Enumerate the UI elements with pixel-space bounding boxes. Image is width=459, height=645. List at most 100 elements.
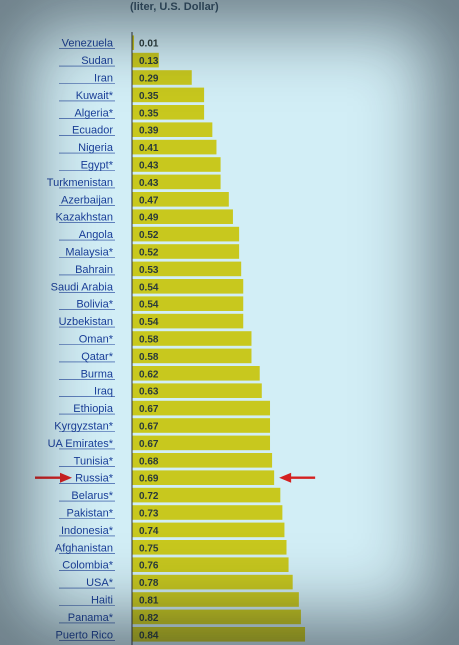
category-label-31[interactable]: USA* (86, 577, 114, 589)
category-label-21[interactable]: Ethiopia (73, 403, 114, 415)
bar-15 (132, 296, 244, 311)
category-label-22[interactable]: Kyrgyzstan* (54, 421, 113, 433)
category-label-23[interactable]: UA Emirates* (48, 438, 114, 450)
category-label-2[interactable]: Iran (94, 73, 113, 85)
value-label-2: 0.29 (139, 74, 159, 85)
bar-23 (132, 435, 271, 451)
value-label-21: 0.67 (139, 404, 159, 415)
value-label-3: 0.35 (139, 91, 159, 102)
bar-0 (132, 35, 135, 50)
value-label-0: 0.01 (139, 39, 159, 50)
bar-31 (132, 574, 293, 590)
category-label-3[interactable]: Kuwait* (76, 90, 114, 102)
category-label-0[interactable]: Venezuela (62, 38, 114, 50)
bar-20 (132, 383, 262, 398)
bar-33 (132, 609, 301, 625)
bar-29 (132, 540, 287, 555)
bar-14 (132, 279, 244, 294)
bar-3 (132, 87, 205, 103)
value-label-6: 0.41 (139, 143, 159, 154)
value-label-4: 0.35 (139, 108, 159, 119)
value-label-32: 0.81 (139, 596, 159, 607)
bar-12 (132, 244, 240, 259)
value-label-31: 0.78 (139, 578, 159, 589)
category-label-29[interactable]: Afghanistan (55, 542, 113, 554)
value-label-28: 0.74 (139, 526, 159, 537)
bar-30 (132, 557, 289, 572)
category-label-12[interactable]: Malaysia* (65, 247, 113, 259)
bar-21 (132, 400, 271, 416)
bar-18 (132, 348, 252, 364)
category-label-16[interactable]: Uzbekistan (59, 316, 113, 328)
unit-label: (liter, U.S. Dollar) (130, 1, 219, 13)
value-label-16: 0.54 (139, 317, 159, 328)
value-label-12: 0.52 (139, 248, 159, 259)
value-label-1: 0.13 (139, 56, 159, 67)
bar-1 (132, 52, 159, 68)
category-label-28[interactable]: Indonesia* (61, 525, 114, 537)
bar-2 (132, 70, 192, 85)
bar-4 (132, 105, 205, 120)
value-label-24: 0.68 (139, 456, 159, 467)
value-label-14: 0.54 (139, 282, 159, 293)
bar-32 (132, 592, 299, 607)
value-label-13: 0.53 (139, 265, 159, 276)
category-label-33[interactable]: Panama* (68, 612, 114, 624)
category-label-4[interactable]: Algeria* (74, 107, 113, 119)
category-label-14[interactable]: Saudi Arabia (51, 281, 114, 293)
bar-11 (132, 226, 240, 242)
category-label-1[interactable]: Sudan (81, 55, 113, 67)
category-label-26[interactable]: Belarus* (71, 490, 113, 502)
bar-27 (132, 505, 283, 520)
value-label-18: 0.58 (139, 352, 159, 363)
category-label-24[interactable]: Tunisia* (74, 455, 114, 467)
value-label-25: 0.69 (139, 474, 159, 485)
bar-17 (132, 331, 252, 346)
category-label-32[interactable]: Haiti (91, 595, 113, 607)
category-label-15[interactable]: Bolivia* (76, 299, 113, 311)
bar-34 (132, 627, 306, 642)
category-label-20[interactable]: Iraq (94, 386, 113, 398)
bar-22 (132, 418, 271, 433)
value-label-5: 0.39 (139, 126, 159, 137)
bar-28 (132, 522, 285, 538)
bar-6 (132, 139, 217, 155)
value-label-10: 0.49 (139, 213, 159, 224)
category-label-7[interactable]: Egypt* (81, 160, 114, 172)
value-label-30: 0.76 (139, 561, 159, 572)
value-label-29: 0.75 (139, 543, 159, 554)
bar-16 (132, 313, 244, 329)
category-label-10[interactable]: Kazakhstan (56, 212, 113, 224)
value-label-8: 0.43 (139, 178, 159, 189)
bar-7 (132, 157, 221, 172)
value-label-34: 0.84 (139, 630, 159, 641)
category-label-19[interactable]: Burma (81, 368, 114, 380)
category-label-30[interactable]: Colombia* (62, 560, 113, 572)
highlight-arrow-right (279, 472, 316, 483)
category-label-9[interactable]: Azerbaijan (61, 194, 113, 206)
value-label-22: 0.67 (139, 422, 159, 433)
value-label-33: 0.82 (139, 613, 159, 624)
bar-9 (132, 192, 229, 207)
category-label-17[interactable]: Oman* (79, 334, 114, 346)
category-label-6[interactable]: Nigeria (78, 142, 114, 154)
bar-26 (132, 487, 281, 503)
bar-13 (132, 261, 242, 277)
bar-10 (132, 209, 233, 224)
category-label-34[interactable]: Puerto Rico (56, 629, 113, 641)
highlight-arrow-left (35, 472, 72, 483)
value-label-26: 0.72 (139, 491, 159, 502)
value-label-11: 0.52 (139, 230, 159, 241)
category-label-27[interactable]: Pakistan* (67, 508, 114, 520)
category-label-18[interactable]: Qatar* (81, 351, 114, 363)
bar-8 (132, 174, 221, 190)
value-label-19: 0.62 (139, 369, 159, 380)
category-label-8[interactable]: Turkmenistan (47, 177, 113, 189)
value-label-27: 0.73 (139, 509, 159, 520)
category-label-25[interactable]: Russia* (75, 473, 114, 485)
bar-25 (132, 470, 275, 485)
category-label-11[interactable]: Angola (79, 229, 114, 241)
category-label-5[interactable]: Ecuador (72, 125, 113, 137)
category-label-13[interactable]: Bahrain (75, 264, 113, 276)
